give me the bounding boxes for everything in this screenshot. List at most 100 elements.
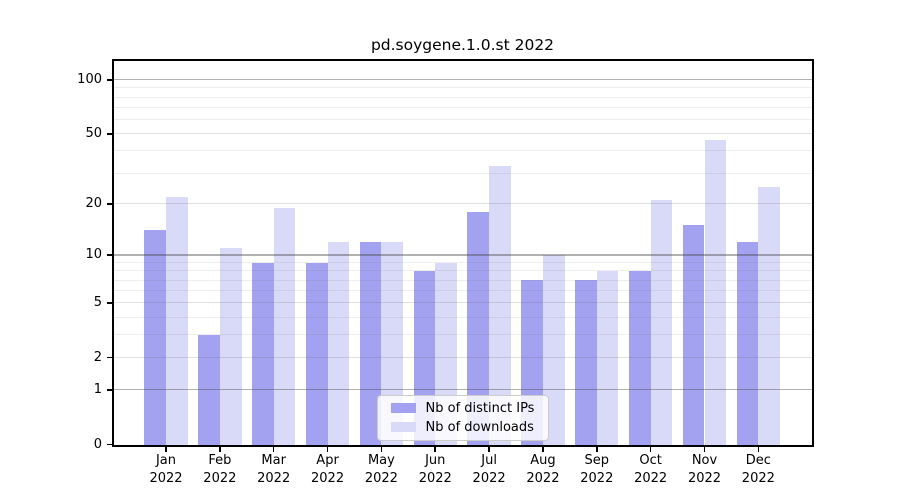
gridline-3: [113, 334, 812, 336]
gridlines-layer: [113, 61, 812, 445]
legend-swatch-nb-of-downloads: [390, 422, 416, 432]
x-tick-label-sep: Sep 2022: [567, 452, 627, 487]
gridline-6: [113, 290, 812, 292]
gridline-30: [113, 172, 812, 174]
x-tick-label-aug: Aug 2022: [513, 452, 573, 487]
gridline-8: [113, 270, 812, 272]
x-tick-label-jul: Jul 2022: [459, 452, 519, 487]
x-tick-mark-may: [380, 446, 383, 452]
y-tick-label-5: 5: [93, 294, 102, 310]
x-tick-month: Jun: [425, 453, 446, 468]
y-tick-label-20: 20: [85, 195, 102, 211]
x-tick-mark-aug: [542, 446, 544, 452]
gridline-60: [113, 119, 812, 121]
x-tick-mark-apr: [326, 446, 329, 452]
gridline-4: [113, 316, 812, 318]
x-tick-month: Dec: [745, 453, 771, 468]
x-tick-month: Feb: [208, 453, 232, 468]
bar-nb-of-downloads-jan: [166, 196, 188, 445]
gridline-40: [113, 150, 812, 152]
x-tick-year: 2022: [741, 470, 775, 486]
gridline-20: [113, 203, 812, 205]
bar-nb-of-downloads-nov: [704, 140, 727, 445]
y-tick-label-100: 100: [77, 71, 102, 87]
bar-nb-of-distinct-ips-may: [359, 241, 382, 445]
y-tick-label-0: 0: [93, 436, 102, 452]
x-tick-mark-jul: [488, 446, 490, 452]
x-tick-month: Aug: [530, 453, 556, 468]
gridline-80: [113, 96, 812, 98]
legend-label: Nb of downloads: [425, 419, 534, 435]
y-tick-label-2: 2: [93, 349, 102, 365]
legend-swatch-nb-of-distinct-ips: [390, 403, 416, 413]
x-tick-month: Jul: [481, 453, 497, 468]
bar-nb-of-distinct-ips-sep: [575, 280, 597, 445]
gridline-50: [113, 133, 812, 135]
y-tick-mark-20: [106, 203, 112, 205]
x-tick-label-jun: Jun 2022: [405, 452, 465, 487]
bar-nb-of-distinct-ips-oct: [628, 270, 651, 445]
x-tick-label-apr: Apr 2022: [298, 452, 358, 487]
y-tick-mark-0: [106, 443, 112, 446]
bar-nb-of-distinct-ips-jan: [144, 230, 166, 445]
x-tick-month: Mar: [261, 453, 286, 468]
bar-nb-of-downloads-jul: [489, 165, 511, 445]
x-tick-label-may: May 2022: [351, 452, 411, 487]
gridline-1: [113, 389, 812, 391]
gridline-10: [113, 254, 812, 256]
bar-nb-of-distinct-ips-mar: [252, 262, 274, 445]
bars-layer: [114, 61, 812, 445]
legend-item-nb-of-downloads: Nb of downloads: [386, 419, 535, 436]
gridline-90: [113, 87, 812, 89]
x-tick-year: 2022: [364, 470, 398, 486]
x-tick-mark-oct: [649, 446, 652, 452]
x-tick-year: 2022: [687, 470, 722, 486]
gridline-100: [113, 79, 812, 81]
legend: Nb of distinct IPs Nb of downloads: [376, 394, 550, 441]
x-tick-month: Nov: [691, 453, 718, 468]
x-tick-month: May: [367, 453, 395, 468]
bar-nb-of-distinct-ips-nov: [682, 225, 705, 445]
x-tick-mark-nov: [703, 446, 706, 452]
x-tick-label-dec: Dec 2022: [728, 452, 788, 487]
x-tick-mark-jun: [434, 446, 437, 452]
bar-nb-of-downloads-feb: [219, 248, 242, 445]
x-tick-mark-jan: [165, 446, 167, 452]
legend-item-nb-of-distinct-ips: Nb of distinct IPs: [386, 400, 535, 417]
bar-nb-of-distinct-ips-feb: [198, 334, 220, 445]
bar-nb-of-downloads-may: [381, 241, 404, 445]
legend-label: Nb of distinct IPs: [425, 400, 535, 416]
x-tick-year: 2022: [203, 470, 237, 486]
bar-nb-of-distinct-ips-jul: [467, 211, 490, 445]
x-tick-mark-sep: [596, 446, 598, 452]
x-tick-label-nov: Nov 2022: [675, 452, 735, 487]
x-tick-year: 2022: [311, 470, 345, 486]
y-tick-mark-5: [106, 302, 112, 304]
y-tick-label-10: 10: [85, 246, 102, 262]
bar-nb-of-downloads-sep: [596, 270, 619, 445]
bar-nb-of-downloads-apr: [327, 241, 350, 445]
x-tick-month: Jan: [155, 453, 177, 468]
gridline-7: [113, 279, 812, 281]
x-tick-label-feb: Feb 2022: [190, 452, 250, 487]
gridline-9: [113, 262, 812, 263]
y-tick-label-1: 1: [93, 381, 102, 397]
x-tick-label-mar: Mar 2022: [244, 452, 304, 487]
x-tick-month: Apr: [316, 453, 339, 468]
y-tick-label-50: 50: [85, 125, 102, 141]
bar-nb-of-downloads-oct: [650, 200, 673, 445]
bar-nb-of-downloads-mar: [273, 207, 296, 445]
chart-title: pd.soygene.1.0.st 2022: [370, 36, 555, 54]
x-tick-year: 2022: [472, 470, 506, 486]
y-tick-mark-2: [106, 356, 112, 359]
x-tick-year: 2022: [149, 470, 183, 486]
bar-nb-of-distinct-ips-dec: [736, 241, 759, 445]
x-tick-year: 2022: [257, 470, 291, 486]
x-tick-month: Oct: [639, 453, 662, 468]
y-tick-mark-50: [106, 132, 112, 135]
gridline-70: [113, 107, 812, 109]
y-tick-mark-10: [106, 254, 112, 256]
x-tick-mark-dec: [757, 446, 760, 452]
x-tick-label-jan: Jan 2022: [136, 452, 196, 487]
